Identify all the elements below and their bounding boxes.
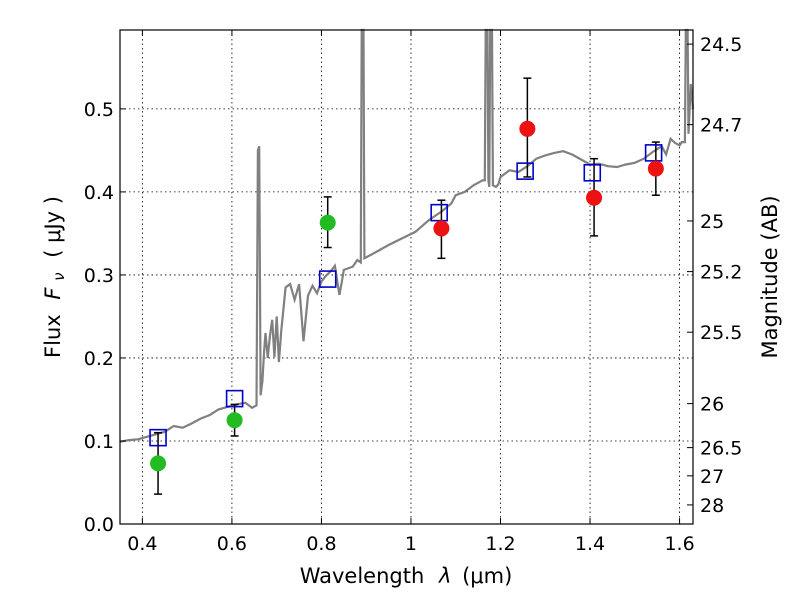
- y2-tick-label: 28: [700, 495, 724, 517]
- model-photometry-square: [318, 270, 337, 288]
- x-tick-label: 1.4: [575, 533, 605, 555]
- observed-flux-point: [433, 220, 450, 237]
- y-axis-label-prefix: Flux: [41, 314, 65, 358]
- observed-flux-point: [519, 120, 536, 137]
- observed-flux-point: [319, 214, 336, 231]
- y2-tick-label: 27: [700, 466, 724, 488]
- y-axis-label-subscript: ν: [50, 272, 68, 280]
- model-photometry-square: [225, 389, 244, 408]
- observed-flux-point: [647, 160, 664, 177]
- y-axis-label-unit: ( μJy ): [41, 196, 65, 258]
- data-markers: [149, 120, 664, 472]
- x-axis-label-prefix: Wavelength: [300, 564, 425, 588]
- x-axis-label-symbol: λ: [438, 564, 451, 588]
- x-tick-label: 1.6: [664, 533, 694, 555]
- x-tick-label: 0.4: [127, 533, 157, 555]
- y2-tick-label: 24.7: [700, 115, 742, 137]
- axes-frame: [119, 29, 694, 525]
- model-photometry-square: [430, 203, 448, 222]
- observed-flux-point: [226, 412, 243, 429]
- model-photometry-square: [516, 162, 534, 180]
- x-tick-label: 1: [405, 533, 417, 555]
- y2-tick-label: 25.5: [700, 322, 742, 344]
- model-spectrum: [119, 28, 695, 443]
- model-photometry-square: [583, 164, 602, 182]
- axis-ticks: 0.4 0.6 0.8 1 1.2 1.4 1.6 0.0 0.1 0.2 0.3 0.4 0.5 24.…: [84, 30, 742, 555]
- y-axis-label-symbol: F: [41, 287, 65, 300]
- y2-tick-label: 26: [700, 394, 724, 416]
- model-photometry-square: [644, 144, 663, 162]
- observed-flux-point: [586, 189, 603, 206]
- y2-tick-label: 26.5: [700, 438, 742, 460]
- x-axis-label: Wavelength λ (μm): [300, 564, 513, 588]
- y-tick-label: 0.2: [84, 348, 114, 370]
- x-tick-label: 0.8: [306, 533, 336, 555]
- y-axis-label: Flux F ν ( μJy ): [41, 196, 69, 358]
- y-tick-label: 0.5: [84, 99, 114, 121]
- y-tick-label: 0.1: [84, 431, 114, 453]
- observed-flux-point: [150, 455, 167, 472]
- y2-tick-label: 24.5: [700, 34, 742, 56]
- grid-lines: [120, 30, 693, 525]
- model-photometry-square: [149, 428, 167, 447]
- y-tick-label: 0.3: [84, 265, 114, 287]
- x-tick-label: 0.6: [217, 533, 247, 555]
- y2-axis-label: Magnitude (AB): [758, 195, 782, 358]
- y-tick-label: 0.4: [84, 182, 114, 204]
- y-tick-label: 0.0: [84, 514, 114, 536]
- model-spectrum-line: [119, 28, 695, 443]
- y2-tick-label: 25: [700, 211, 724, 233]
- x-axis-label-unit: (μm): [462, 564, 512, 588]
- error-bars: [154, 77, 660, 495]
- x-tick-label: 1.2: [485, 533, 515, 555]
- y2-tick-label: 25.2: [700, 262, 742, 284]
